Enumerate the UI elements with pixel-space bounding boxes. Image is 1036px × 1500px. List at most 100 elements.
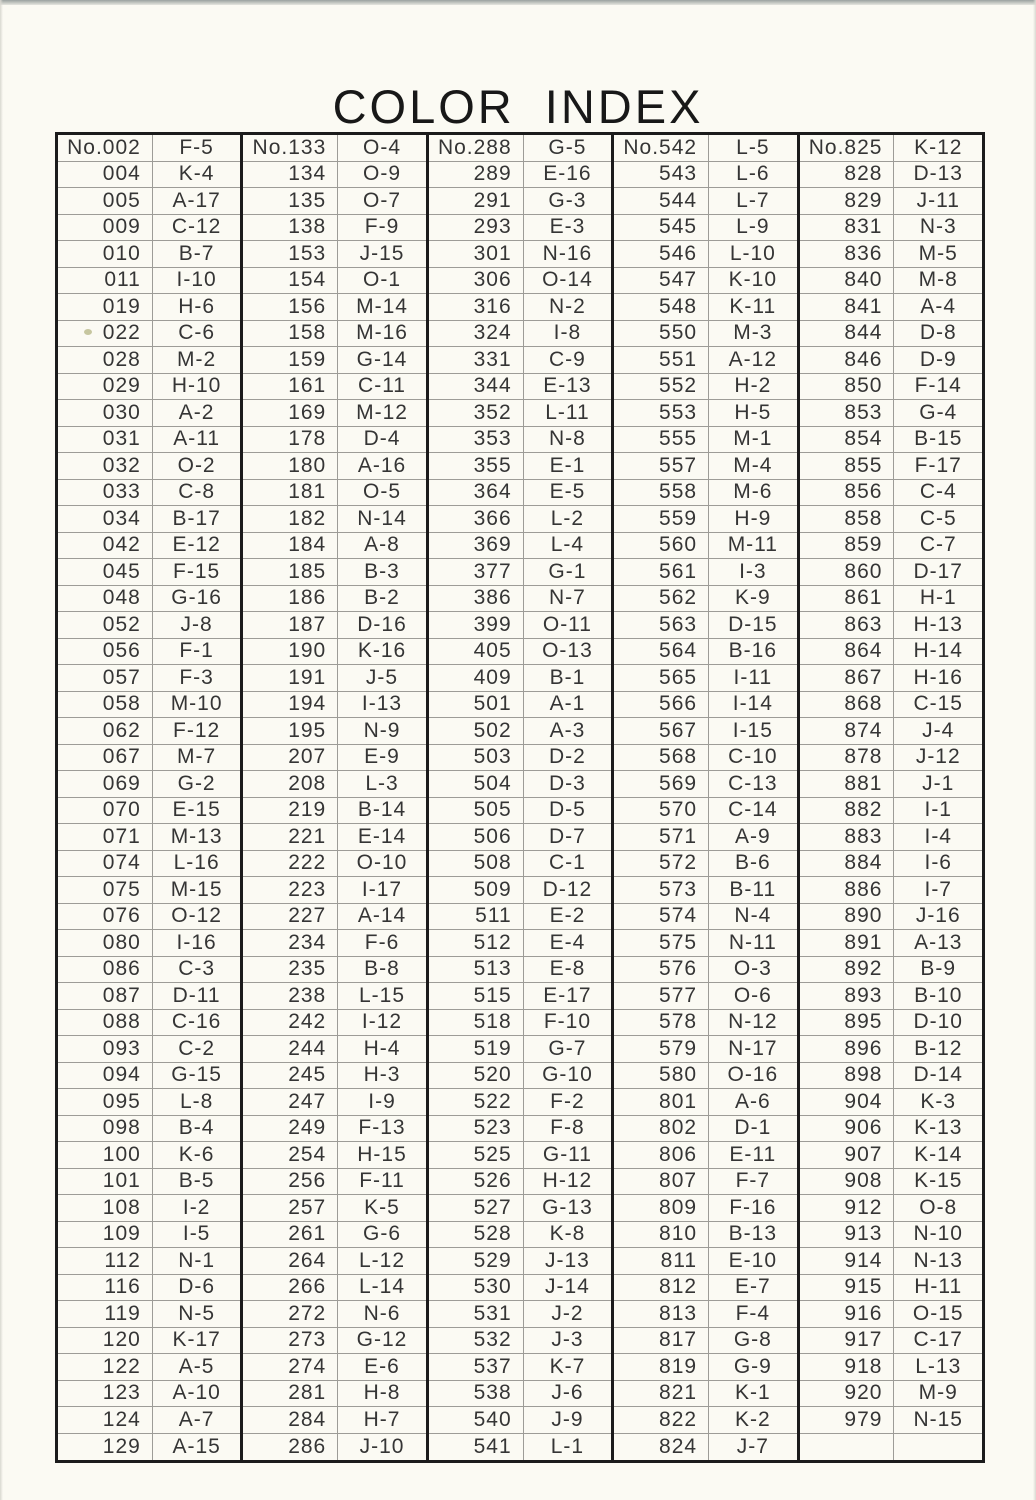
- table-row: 331 C-9: [428, 347, 612, 374]
- table-row: 541 L-1: [429, 1433, 611, 1460]
- table-row: 531 J-2: [428, 1301, 612, 1328]
- cell-code: H-7: [363, 1407, 401, 1431]
- cell-code: B-5: [178, 1169, 215, 1193]
- table-row: 009 C-12: [58, 214, 241, 241]
- cell-code: G-10: [542, 1063, 593, 1087]
- cell-no: 811: [614, 1248, 710, 1274]
- cell-code: B-2: [364, 586, 400, 610]
- table-row: 566 I-14: [614, 691, 797, 718]
- cell-no: 238: [243, 983, 339, 1009]
- cell-no: 918: [800, 1354, 895, 1380]
- cell-no: 109: [58, 1221, 153, 1247]
- table-row: 156 M-14: [243, 294, 426, 321]
- cell-no: 031: [58, 426, 153, 452]
- cell-no: 184: [243, 532, 339, 558]
- cell-code: A-16: [357, 453, 407, 477]
- cell-no: 190: [243, 638, 339, 664]
- cell-no: 048: [58, 585, 153, 611]
- table-row: 561 I-3: [614, 559, 797, 586]
- table-row: 529 J-13: [428, 1248, 612, 1275]
- cell-code: F-17: [914, 453, 962, 477]
- cell-code: N-12: [728, 1010, 778, 1034]
- table-row: 116 D-6: [58, 1274, 241, 1301]
- cell-no: 256: [243, 1168, 339, 1194]
- table-row: 409 B-1: [428, 665, 612, 692]
- table-row: 161 C-11: [243, 373, 426, 400]
- table-row: 364 E-5: [428, 479, 612, 506]
- scan-speck: [84, 329, 92, 335]
- cell-code: K-1: [734, 1381, 771, 1405]
- cell-no: 181: [243, 479, 339, 505]
- cell-no: 886: [800, 877, 895, 903]
- cell-code: O-16: [727, 1063, 779, 1087]
- cell-no: 512: [429, 930, 524, 956]
- cell-code: F-15: [173, 559, 221, 583]
- cell-code: G-9: [733, 1354, 772, 1378]
- cell-code: [894, 1434, 982, 1461]
- cell-no: 120: [58, 1327, 153, 1353]
- cell-no: 178: [243, 426, 339, 452]
- table-row: 526 H-12: [428, 1168, 612, 1195]
- cell-code: E-6: [364, 1354, 400, 1378]
- table-row: 306 O-14: [428, 267, 612, 294]
- cell-no: 580: [614, 1062, 710, 1088]
- cell-no: 119: [58, 1301, 153, 1327]
- cell-no: 364: [429, 479, 524, 505]
- cell-no: 550: [614, 320, 710, 346]
- column-group-4: No.542 L-5 543 L-6 544 L-7 545 L-9 546 L-10 547 K-1…: [614, 135, 800, 1460]
- cell-no: 324: [429, 320, 524, 346]
- cell-no: 261: [243, 1221, 339, 1247]
- table-row: 512 E-4: [428, 930, 612, 957]
- cell-no: 032: [58, 453, 153, 479]
- table-row: 824 J-7: [614, 1433, 796, 1460]
- cell-code: O-2: [177, 453, 216, 477]
- cell-code: O-12: [171, 904, 222, 928]
- cell-no: 511: [429, 903, 524, 929]
- table-row: 501 A-1: [428, 691, 612, 718]
- cell-no: 522: [429, 1089, 524, 1115]
- cell-no: 264: [243, 1248, 339, 1274]
- cell-code: B-4: [178, 1116, 215, 1140]
- table-row: 070 E-15: [58, 797, 241, 824]
- table-row: 069 G-2: [58, 771, 241, 798]
- table-row: 186 B-2: [243, 585, 426, 612]
- cell-code: G-3: [548, 188, 587, 212]
- table-row: 859 C-7: [799, 532, 983, 559]
- table-row: 563 D-15: [614, 612, 797, 639]
- table-row: 108 I-2: [58, 1195, 241, 1222]
- table-row: 071 M-13: [58, 824, 241, 851]
- cell-code: A-7: [178, 1407, 215, 1431]
- cell-code: G-13: [542, 1195, 593, 1219]
- table-row: 555 M-1: [614, 426, 797, 453]
- cell-no: 234: [243, 930, 339, 956]
- cell-code: E-13: [543, 374, 592, 398]
- cell-no: 028: [58, 347, 153, 373]
- cell-code: M-12: [356, 400, 408, 424]
- cell-code: A-15: [172, 1434, 221, 1458]
- cell-code: K-6: [178, 1142, 215, 1166]
- cell-code: A-1: [549, 692, 586, 716]
- cell-no: 819: [614, 1354, 710, 1380]
- cell-no: 095: [58, 1089, 153, 1115]
- cell-no: 405: [429, 638, 524, 664]
- table-row: 223 I-17: [243, 877, 426, 904]
- cell-no: 563: [614, 612, 710, 638]
- table-row: 355 E-1: [428, 453, 612, 480]
- cell-no: 070: [58, 797, 153, 823]
- table-row: 187 D-16: [243, 612, 426, 639]
- cell-no: 369: [429, 532, 524, 558]
- table-row: 868 C-15: [799, 691, 983, 718]
- table-row: 135 O-7: [243, 188, 426, 215]
- table-row: 853 G-4: [799, 400, 983, 427]
- cell-code: N-11: [728, 930, 777, 954]
- cell-no: 812: [614, 1274, 710, 1300]
- cell-code: F-6: [364, 930, 400, 954]
- cell-code: J-4: [922, 718, 955, 742]
- cell-code: H-4: [363, 1036, 401, 1060]
- cell-code: O-5: [363, 480, 402, 504]
- table-row: 519 G-7: [428, 1036, 612, 1063]
- cell-no: 062: [58, 718, 153, 744]
- table-row: 195 N-9: [243, 718, 426, 745]
- table-row: 515 E-17: [428, 983, 612, 1010]
- cell-code: K-10: [728, 268, 778, 292]
